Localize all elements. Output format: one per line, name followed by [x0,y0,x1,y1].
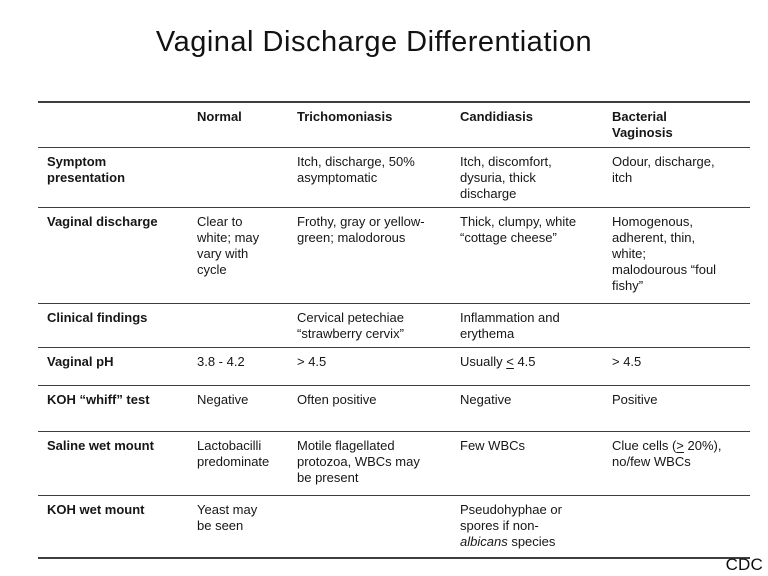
cell-text-segment: albicans [460,533,508,549]
table-cell [612,303,750,347]
table-cell [612,495,750,558]
table-cell: Often positive [297,391,377,407]
table-cell: Cervical petechiae “strawberry cervix” [297,309,404,341]
column-header: Bacterial Vaginosis [612,109,673,140]
table-cell: Motile flagellated protozoa, WBCs may be… [297,437,420,485]
table-row: KOH wet mount Yeast may be seen Pseudohyph… [38,495,750,558]
table-cell: 3.8 - 4.2 [197,353,245,369]
table-cell [197,303,297,347]
table-cell: Clear to white; may vary with cycle [197,213,260,277]
table-header: Normal Trichomoniasis Candidiasis Bacterial… [38,102,750,147]
row-label: Clinical findings [47,309,148,325]
cell-text-segment: 4.5 [513,353,536,369]
table-row: Clinical findings Cervical petechiae “str… [38,303,750,347]
cell-text-segment: species [507,533,556,549]
cell-text-segment: < [506,353,514,369]
row-label: KOH “whiff” test [47,391,150,407]
table-cell: Homogenous, adherent, thin, white; malod… [612,213,717,293]
table-cell: Lactobacilli predominate [197,437,270,469]
table-cell [297,495,460,558]
table-cell: Thick, clumpy, white “cottage cheese” [460,213,577,245]
table-cell: Positive [612,391,658,407]
table-row: KOH “whiff” test Negative Often positive Ne… [38,385,750,431]
table-cell: Few WBCs [460,437,525,453]
corner-cell [38,102,197,147]
table-row: Symptom presentation Itch, discharge, 50%… [38,147,750,207]
cell-text-segment: > [676,437,684,453]
row-label: Saline wet mount [47,437,154,453]
table-cell: Negative [460,391,512,407]
table-cell: > 4.5 [612,353,642,369]
table-cell: Inflammation and erythema [460,309,560,341]
row-label: Vaginal pH [47,353,114,369]
column-header: Trichomoniasis [297,109,393,124]
column-header: Candidiasis [460,109,533,124]
differentiation-table: Normal Trichomoniasis Candidiasis Bacterial… [38,101,750,559]
cell-text-segment: Pseudohyphae or spores if non- [460,501,562,533]
table-cell: Usually < 4.5 [460,347,612,385]
page-title: Vaginal Discharge Differentiation [155,26,593,58]
table-row: Vaginal discharge Clear to white; may var… [38,207,750,303]
table-body: Symptom presentation Itch, discharge, 50%… [38,147,750,558]
table-cell: > 4.5 [297,353,327,369]
cell-text-segment: Usually [460,353,507,369]
row-label: Symptom presentation [47,153,126,185]
cell-text-segment: Clue cells ( [612,437,677,453]
column-header: Normal [197,109,242,124]
table-cell: Itch, discharge, 50% asymptomatic [297,153,415,185]
cell-text-segment: 20%), no/few WBCs [612,437,722,469]
table-cell: Itch, discomfort, dysuria, thick dischar… [460,153,552,201]
table-row: Vaginal pH 3.8 - 4.2 > 4.5 Usually < 4.5 > 4… [38,347,750,385]
table-row: Saline wet mount Lactobacilli predominate… [38,431,750,495]
credit-text: CDC [725,555,763,574]
table-cell: Pseudohyphae or spores if non- albicans … [460,495,612,558]
table-cell [197,147,297,207]
table-cell: Negative [197,391,249,407]
row-label: Vaginal discharge [47,213,158,229]
table-cell: Clue cells (> 20%), no/few WBCs [612,431,750,495]
table-cell: Odour, discharge, itch [612,153,715,185]
table-cell: Yeast may be seen [197,501,258,533]
table-cell: Frothy, gray or yellow- green; malodorou… [297,213,425,245]
row-label: KOH wet mount [47,501,145,517]
table-header-row: Normal Trichomoniasis Candidiasis Bacterial… [38,102,750,147]
